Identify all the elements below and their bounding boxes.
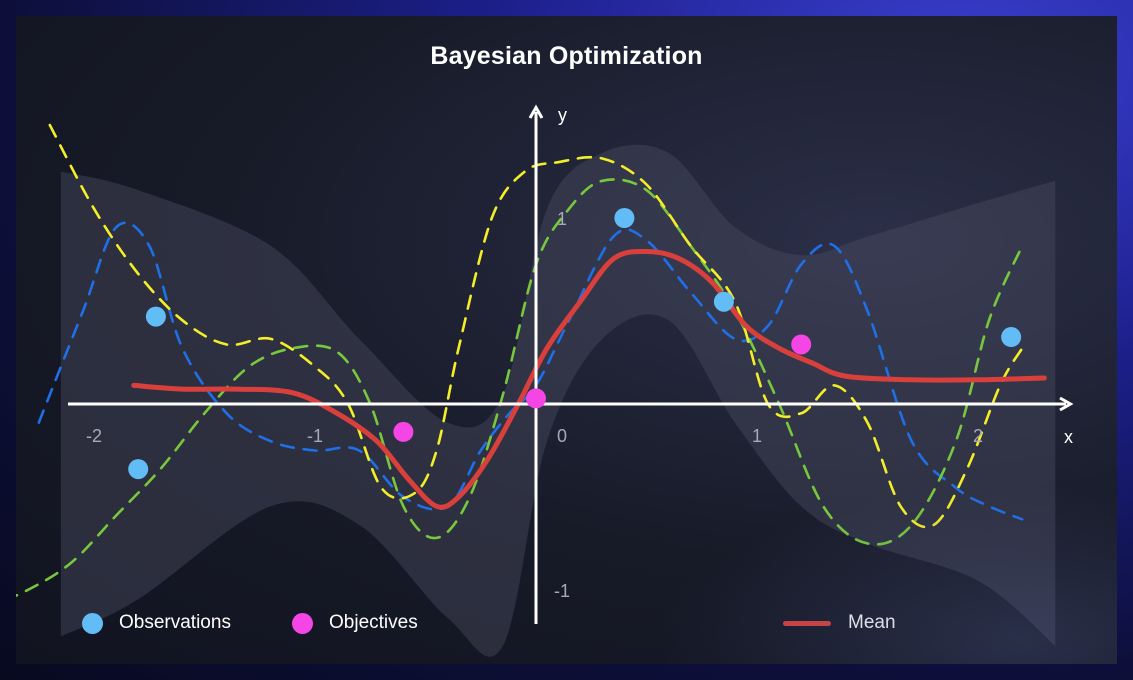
legend-label-objectives: Objectives <box>329 612 418 633</box>
legend-swatch-objectives <box>292 612 313 634</box>
y-tick-label: 1 <box>557 209 567 229</box>
x-tick-label: -1 <box>307 426 323 446</box>
legend-label-observations: Observations <box>119 612 231 633</box>
mean-curve <box>131 248 1047 510</box>
x-axis-label: x <box>1064 427 1073 447</box>
observation-point <box>128 459 149 480</box>
legend-label-mean: Mean <box>848 612 896 633</box>
observation-point <box>145 306 166 327</box>
y-axis-label: y <box>558 105 567 125</box>
observation-point <box>1001 327 1022 348</box>
legend-item-observations: Observations <box>82 612 231 634</box>
chart-canvas: x y -2 -1 0 1 2 1 -1 <box>16 104 1074 657</box>
y-tick-label: -1 <box>554 581 570 601</box>
x-tick-label: 0 <box>557 426 567 446</box>
observation-point <box>614 208 635 228</box>
sample-curve-green <box>16 178 1024 598</box>
legend-swatch-observations <box>82 612 103 634</box>
observation-point <box>713 291 734 312</box>
x-tick-label: 2 <box>973 426 983 446</box>
x-tick-label: -2 <box>86 426 102 446</box>
chart-panel: x y -2 -1 0 1 2 1 -1 Bayesian Optimization Obser… <box>16 16 1117 664</box>
objective-point <box>393 421 414 442</box>
chart-title: Bayesian Optimization <box>430 42 703 70</box>
legend-item-objectives: Objectives <box>292 612 418 634</box>
objective-point <box>791 334 812 355</box>
objective-point <box>526 388 546 409</box>
legend-item-mean: Mean <box>783 612 896 634</box>
legend-swatch-mean <box>783 620 831 626</box>
x-tick-label: 1 <box>752 426 762 446</box>
confidence-band <box>60 144 1056 657</box>
